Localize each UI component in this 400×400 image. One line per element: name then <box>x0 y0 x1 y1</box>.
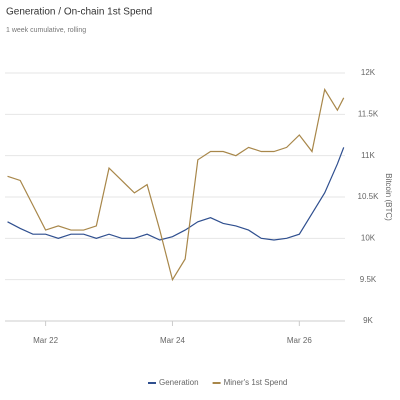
y-tick-label: 9K <box>363 316 373 325</box>
series-line <box>7 87 345 282</box>
y-tick-label: 11K <box>361 151 375 160</box>
y-tick-label: 11.5K <box>358 109 379 118</box>
y-tick-label: 9.5K <box>360 275 377 284</box>
x-tick-label: Mar 22 <box>33 336 58 345</box>
y-axis-label: Bitcoin (BTC) <box>384 173 393 221</box>
x-tick-label: Mar 26 <box>287 336 312 345</box>
y-tick-label: 10K <box>361 233 376 242</box>
chart-subtitle: 1 week cumulative, rolling <box>6 27 86 34</box>
legend-label: Miner's 1st Spend <box>224 378 288 387</box>
chart-title: Generation / On-chain 1st Spend <box>6 7 152 18</box>
series-line <box>7 147 345 241</box>
y-tick-label: 12K <box>361 68 376 77</box>
legend-label: Generation <box>159 378 199 387</box>
y-tick-label: 10.5K <box>358 192 380 201</box>
x-tick-label: Mar 24 <box>160 336 185 345</box>
